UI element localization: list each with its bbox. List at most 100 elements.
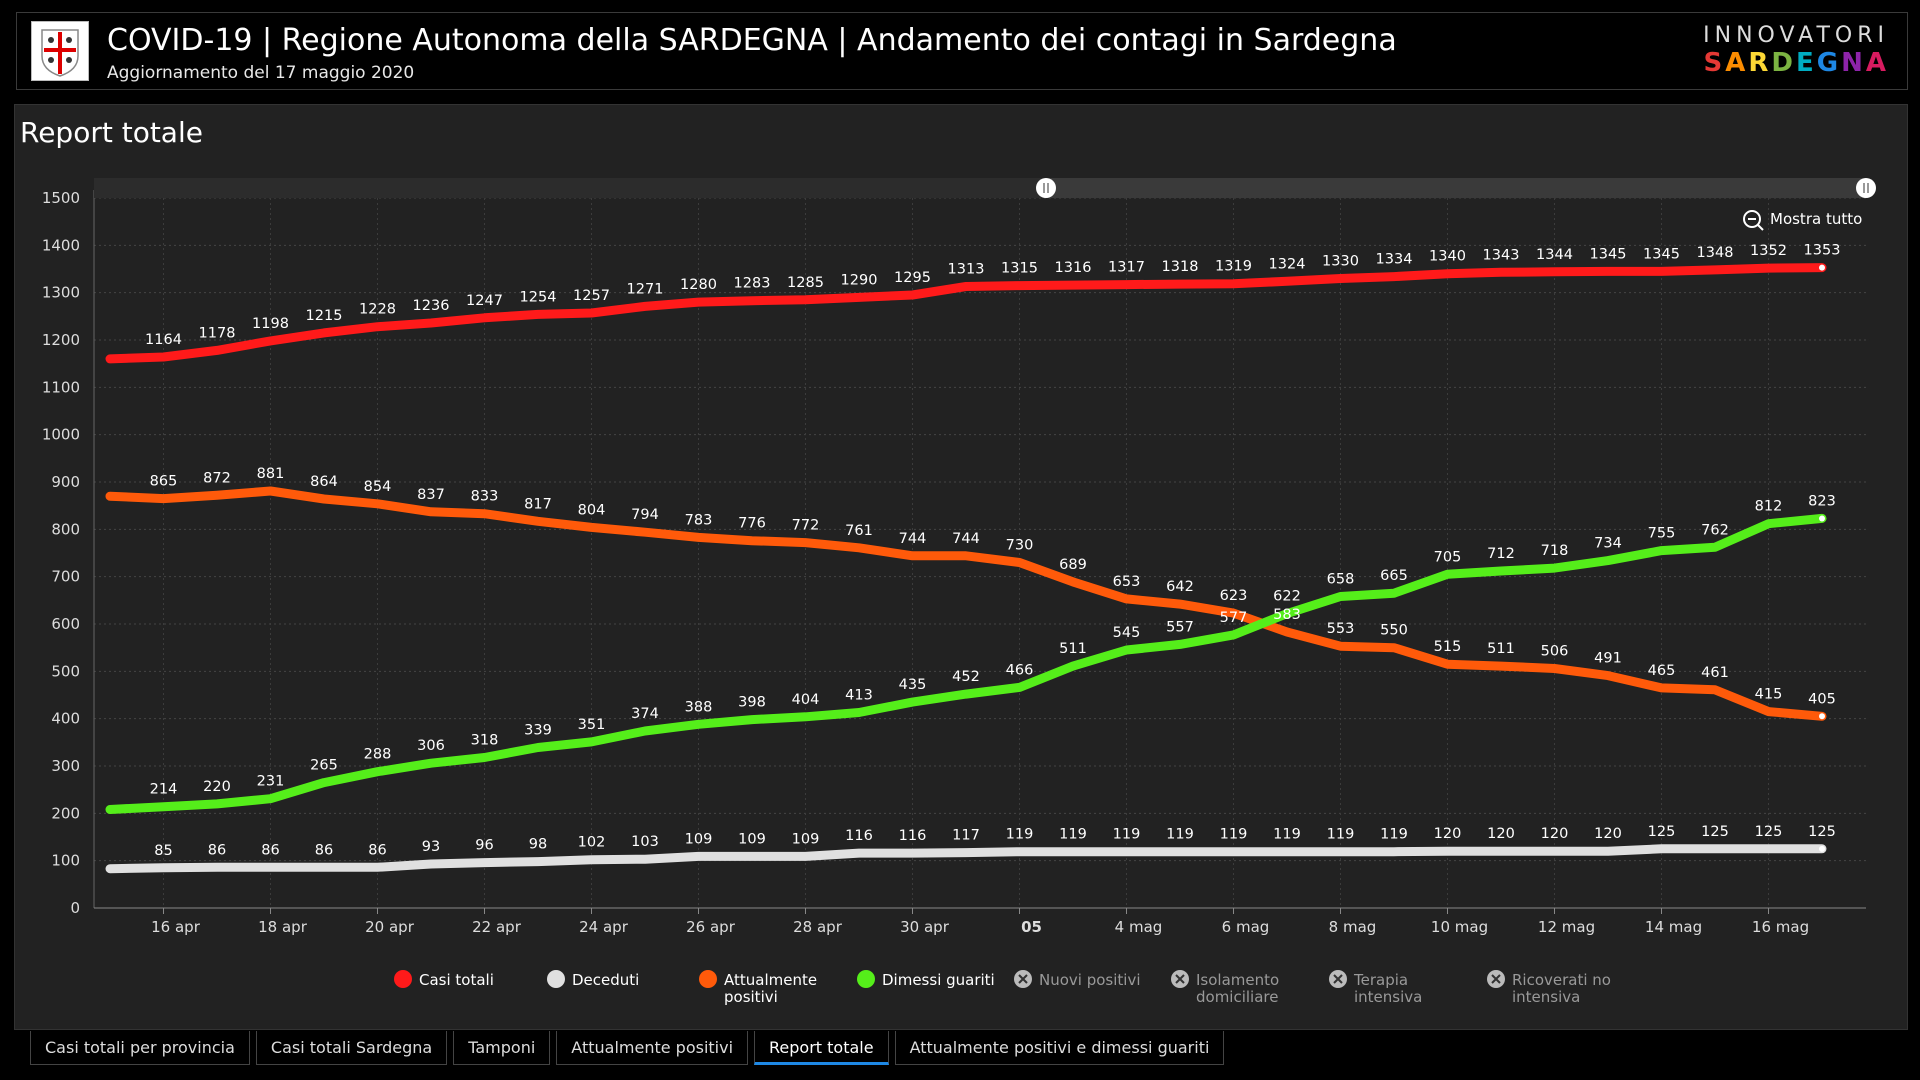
legend-item-isolamento-domiciliare[interactable]: Isolamento domiciliare — [1171, 970, 1279, 1006]
y-tick-label: 1200 — [42, 331, 80, 349]
tab-report-totale[interactable]: Report totale — [754, 1031, 889, 1065]
data-label: 93 — [422, 839, 440, 855]
data-label: 718 — [1541, 543, 1569, 559]
data-label: 1254 — [520, 289, 557, 305]
x-tick-label: 24 apr — [579, 918, 629, 936]
show-all-button[interactable]: Mostra tutto — [1743, 210, 1862, 231]
data-label: 109 — [738, 831, 766, 847]
data-label: 1330 — [1322, 253, 1359, 269]
data-label: 86 — [368, 842, 386, 858]
data-label: 1340 — [1429, 249, 1466, 265]
panel-title: Report totale — [20, 116, 203, 149]
legend-marker — [699, 970, 717, 988]
data-label: 761 — [845, 523, 873, 539]
legend-item-attualmente-positivi[interactable]: Attualmente positivi — [699, 970, 817, 1006]
data-label: 1198 — [252, 316, 289, 332]
data-label: 466 — [1006, 662, 1034, 678]
data-label: 762 — [1701, 522, 1729, 538]
data-label: 117 — [952, 828, 980, 844]
y-tick-label: 1000 — [42, 426, 80, 444]
data-label: 623 — [1220, 588, 1248, 604]
legend-item-dimessi-guariti[interactable]: Dimessi guariti — [857, 970, 995, 989]
data-label: 119 — [1113, 827, 1141, 843]
handle-circle — [1856, 178, 1876, 198]
data-label: 388 — [685, 699, 713, 715]
data-label: 734 — [1594, 536, 1622, 552]
data-label: 804 — [578, 502, 606, 518]
legend-item-nuovi-positivi[interactable]: Nuovi positivi — [1014, 970, 1141, 989]
data-label: 119 — [1059, 827, 1087, 843]
data-label: 689 — [1059, 557, 1087, 573]
data-label: 1319 — [1215, 259, 1252, 275]
chart-series — [105, 263, 1827, 874]
data-label: 854 — [364, 479, 392, 495]
data-label: 577 — [1220, 610, 1248, 626]
data-label: 550 — [1380, 623, 1408, 639]
legend-marker — [857, 970, 875, 988]
show-all-label: Mostra tutto — [1770, 210, 1862, 228]
data-label: 658 — [1327, 572, 1355, 588]
scrollbar-end-handle[interactable] — [1856, 178, 1876, 198]
data-label: 744 — [952, 531, 980, 547]
data-label: 214 — [150, 782, 178, 798]
data-label: 823 — [1808, 493, 1836, 509]
data-label: 119 — [1327, 827, 1355, 843]
data-label: 98 — [529, 837, 547, 853]
data-label: 119 — [1273, 827, 1301, 843]
data-label: 506 — [1541, 643, 1569, 659]
data-label: 461 — [1701, 665, 1729, 681]
data-label: 415 — [1755, 687, 1783, 703]
data-label: 119 — [1166, 827, 1194, 843]
data-label: 86 — [261, 842, 279, 858]
legend-item-deceduti[interactable]: Deceduti — [547, 970, 639, 989]
legend-item-ricoverati-no-intensiva[interactable]: Ricoverati no intensiva — [1487, 970, 1611, 1006]
scrollbar-start-handle[interactable] — [1036, 178, 1056, 198]
data-label: 120 — [1434, 826, 1462, 842]
end-point — [1819, 713, 1825, 720]
y-tick-label: 900 — [51, 473, 80, 491]
data-label: 103 — [631, 834, 659, 850]
handle-circle — [1036, 178, 1056, 198]
tab-attualmente-positivi-e-dimessi-guariti[interactable]: Attualmente positivi e dimessi guariti — [894, 1031, 1225, 1065]
data-label: 318 — [471, 732, 499, 748]
data-label: 86 — [315, 842, 333, 858]
legend-label: Casi totali — [419, 971, 494, 989]
data-label: 1344 — [1536, 247, 1573, 263]
legend-marker — [547, 970, 565, 988]
legend-item-casi-totali[interactable]: Casi totali — [394, 970, 494, 989]
legend-x-icon — [1175, 974, 1185, 984]
scrollbar-thumb[interactable] — [1046, 178, 1866, 198]
data-label: 120 — [1594, 826, 1622, 842]
tab-casi-totali-per-provincia[interactable]: Casi totali per provincia — [30, 1031, 250, 1065]
data-label: 125 — [1755, 824, 1783, 840]
data-label: 744 — [899, 531, 927, 547]
data-label: 837 — [417, 487, 445, 503]
data-label: 622 — [1273, 589, 1301, 605]
zoom-control: Mostra tutto — [1743, 210, 1862, 231]
data-label: 1324 — [1269, 256, 1306, 272]
tab-attualmente-positivi[interactable]: Attualmente positivi — [556, 1031, 749, 1065]
data-label: 1348 — [1697, 245, 1734, 261]
end-point — [1819, 264, 1825, 271]
y-tick-label: 700 — [51, 568, 80, 586]
x-tick-label: 16 apr — [151, 918, 201, 936]
data-label: 265 — [310, 758, 338, 774]
data-label: 1290 — [841, 272, 878, 288]
x-tick-label: 16 mag — [1752, 918, 1809, 936]
update-date: Aggiornamento del 17 maggio 2020 — [107, 63, 415, 83]
x-tick-label: 22 apr — [472, 918, 522, 936]
data-label: 1318 — [1162, 259, 1199, 275]
tab-tamponi[interactable]: Tamponi — [453, 1031, 551, 1065]
x-tick-label: 10 mag — [1431, 918, 1488, 936]
x-tick-label: 12 mag — [1538, 918, 1595, 936]
data-label: 435 — [899, 677, 927, 693]
tab-casi-totali-sardegna[interactable]: Casi totali Sardegna — [255, 1031, 448, 1065]
data-label: 1228 — [359, 302, 396, 318]
legend-item-terapia-intensiva[interactable]: Terapia intensiva — [1329, 970, 1422, 1006]
data-label: 881 — [257, 466, 285, 482]
legend-x-icon — [1491, 974, 1501, 984]
data-labels: 85 86 86 86 86 93 96 98 102 103 109 109 109 116 116 117… — [145, 243, 1840, 859]
x-tick-label: 8 mag — [1329, 918, 1377, 936]
data-label: 465 — [1648, 663, 1676, 679]
data-label: 1316 — [1055, 260, 1092, 276]
